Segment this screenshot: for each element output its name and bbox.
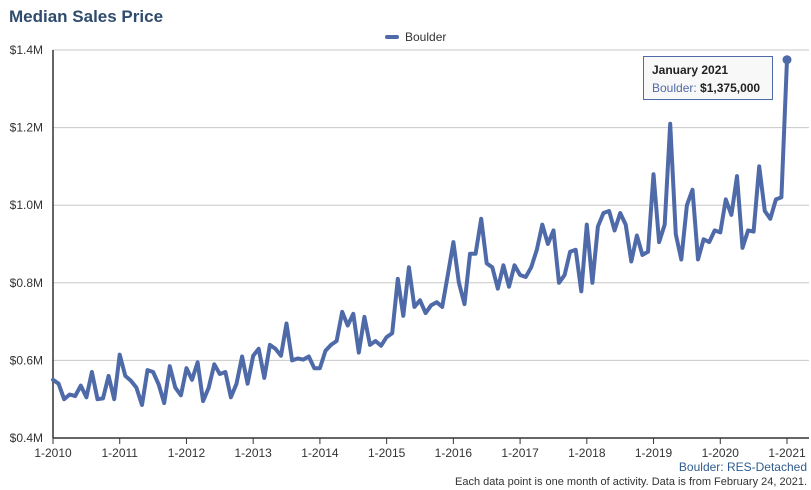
x-tick-label: 1-2018 <box>568 446 606 460</box>
chart-title: Median Sales Price <box>9 7 164 26</box>
x-tick-label: 1-2017 <box>501 446 539 460</box>
x-tick-label: 1-2014 <box>301 446 339 460</box>
legend-swatch <box>385 35 399 39</box>
legend-label: Boulder <box>405 30 447 44</box>
y-axis-ticks: $0.4M $0.6M $0.8M $1.0M $1.2M $1.4M <box>10 43 43 445</box>
tooltip: January 2021 Boulder: $1,375,000 <box>643 56 773 100</box>
legend-item-boulder[interactable]: Boulder <box>385 30 446 44</box>
source-label: Boulder: RES-Detached <box>678 460 807 474</box>
x-tick-label: 1-2016 <box>435 446 473 460</box>
y-tick-label: $0.4M <box>10 431 43 445</box>
x-tick-label: 1-2019 <box>635 446 673 460</box>
y-tick-label: $0.8M <box>10 276 43 290</box>
x-tick-label: 1-2012 <box>168 446 206 460</box>
x-tick-label: 1-2013 <box>234 446 272 460</box>
gridlines <box>53 49 809 361</box>
x-tick-label: 1-2020 <box>702 446 740 460</box>
tooltip-date: January 2021 <box>652 63 729 77</box>
tooltip-value: $1,375,000 <box>700 81 761 95</box>
highlighted-data-point <box>782 55 792 65</box>
y-tick-label: $1.2M <box>10 121 43 135</box>
y-tick-label: $1.4M <box>10 43 43 57</box>
y-tick-label: $0.6M <box>10 353 43 367</box>
x-tick-label: 1-2011 <box>101 446 138 460</box>
x-axis: 1-2010 1-2011 1-2012 1-2013 1-2014 1-2015 1-20… <box>34 50 809 460</box>
series-line-boulder <box>51 57 789 407</box>
y-tick-label: $1.0M <box>10 198 43 212</box>
series-boulder <box>51 55 792 407</box>
footnote: Each data point is one month of activity… <box>455 476 807 488</box>
tooltip-series-label: Boulder: <box>652 81 697 95</box>
x-tick-label: 1-2021 <box>768 446 806 460</box>
x-tick-label: 1-2015 <box>368 446 406 460</box>
x-tick-label: 1-2010 <box>34 446 72 460</box>
